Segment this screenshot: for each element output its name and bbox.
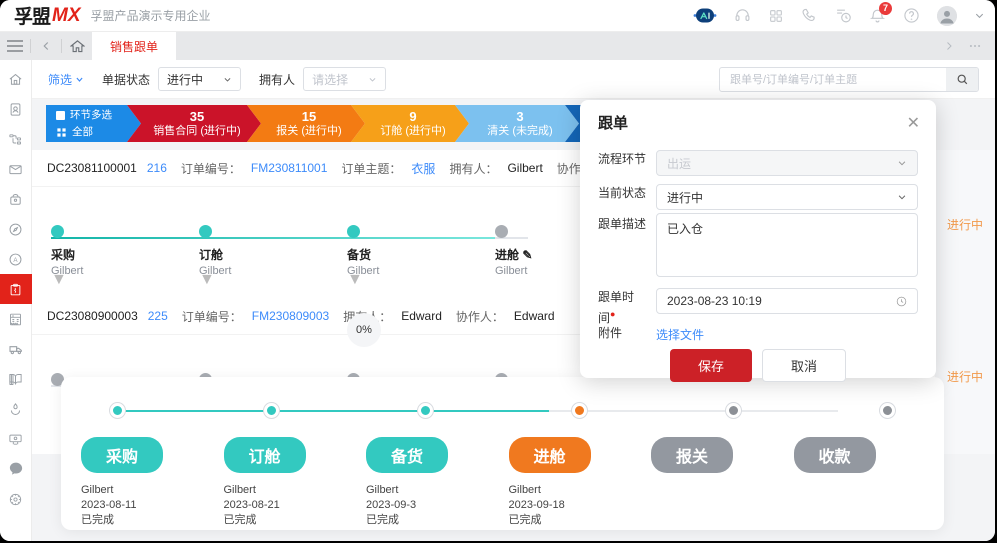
svg-text:A: A (13, 257, 18, 264)
